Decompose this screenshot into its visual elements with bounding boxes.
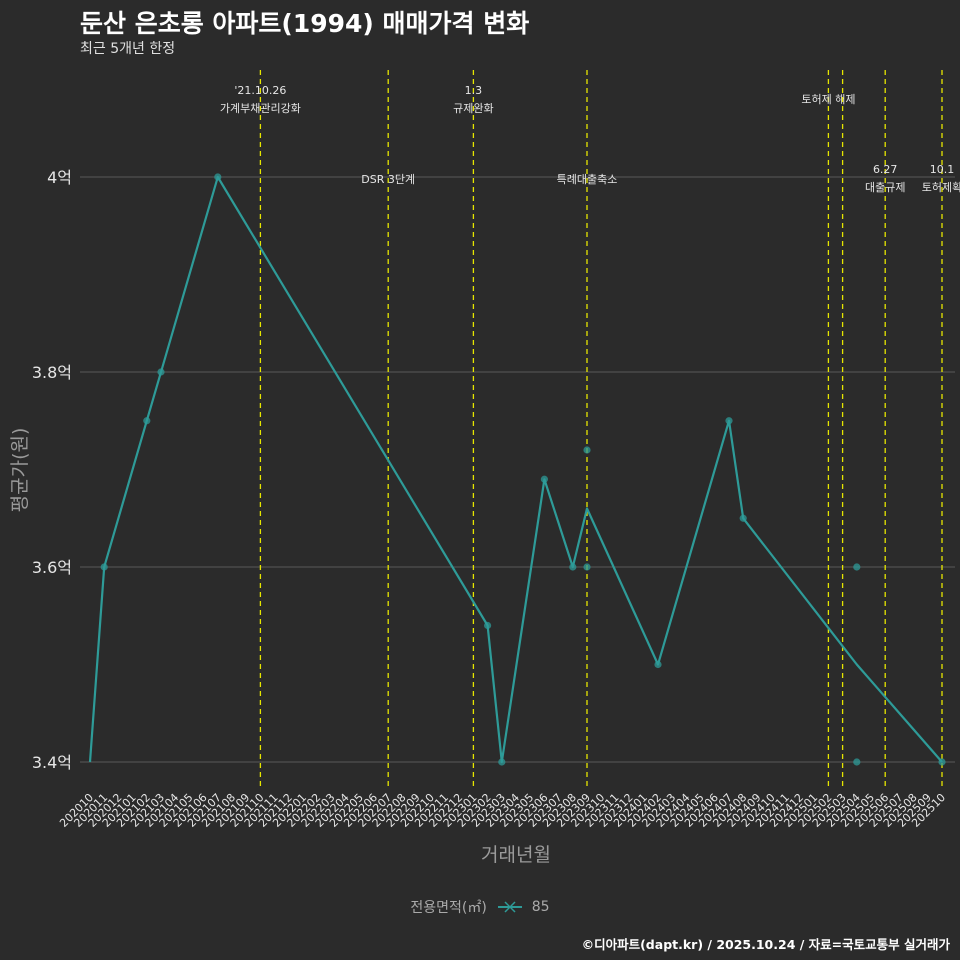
data-point	[569, 563, 577, 571]
data-point	[100, 563, 108, 571]
data-point	[498, 758, 506, 766]
data-point	[938, 758, 946, 766]
legend: 전용면적(㎡) 85	[0, 897, 960, 917]
x-axis-title: 거래년월	[481, 844, 551, 866]
data-point	[739, 514, 747, 522]
y-tick-label: 3.4억	[32, 753, 72, 772]
data-point	[725, 417, 733, 425]
event-date: 6.27	[873, 163, 898, 176]
axes: 3.4억3.6억3.8억4억20201020201120201220210120…	[9, 168, 948, 866]
data-point	[583, 563, 591, 571]
event-label: 토허제확	[922, 181, 960, 194]
event-label: 특례대출축소	[557, 173, 618, 186]
y-tick-label: 4억	[47, 168, 72, 187]
y-axis-title: 평균가(원)	[9, 428, 31, 513]
data-point	[583, 446, 591, 454]
y-tick-label: 3.6억	[32, 558, 72, 577]
event-date: '21.10.26	[234, 84, 286, 97]
source-caption: ©디아파트(dapt.kr) / 2025.10.24 / 자료=국토교통부 실…	[581, 937, 950, 952]
chart-subtitle: 최근 5개년 한정	[80, 41, 176, 57]
data-point	[654, 660, 662, 669]
series-85	[88, 173, 946, 766]
event-date: 1.3	[465, 84, 483, 97]
grid-lines	[80, 176, 955, 763]
y-tick-label: 3.8억	[32, 363, 72, 382]
data-point	[853, 758, 861, 766]
legend-title: 전용면적(㎡)	[410, 900, 487, 916]
event-label: 대출규제	[865, 181, 905, 194]
data-point	[157, 368, 165, 376]
event-label: DSR 3단계	[361, 173, 415, 186]
event-label: 규제완화	[453, 102, 493, 115]
chart-title: 둔산 은초롱 아파트(1994) 매매가격 변화	[80, 9, 530, 38]
legend-item-85: 85	[531, 899, 550, 915]
data-point	[853, 563, 861, 571]
data-point	[214, 173, 222, 181]
event-label: 가계부채관리강화	[220, 102, 301, 115]
event-label: 토허제 해제	[801, 92, 855, 106]
event-date: 10.1	[930, 163, 955, 176]
legend-line-icon	[498, 901, 523, 913]
series-line-85	[88, 175, 943, 764]
data-point	[484, 621, 492, 630]
data-point	[143, 417, 151, 425]
data-point	[540, 475, 549, 483]
